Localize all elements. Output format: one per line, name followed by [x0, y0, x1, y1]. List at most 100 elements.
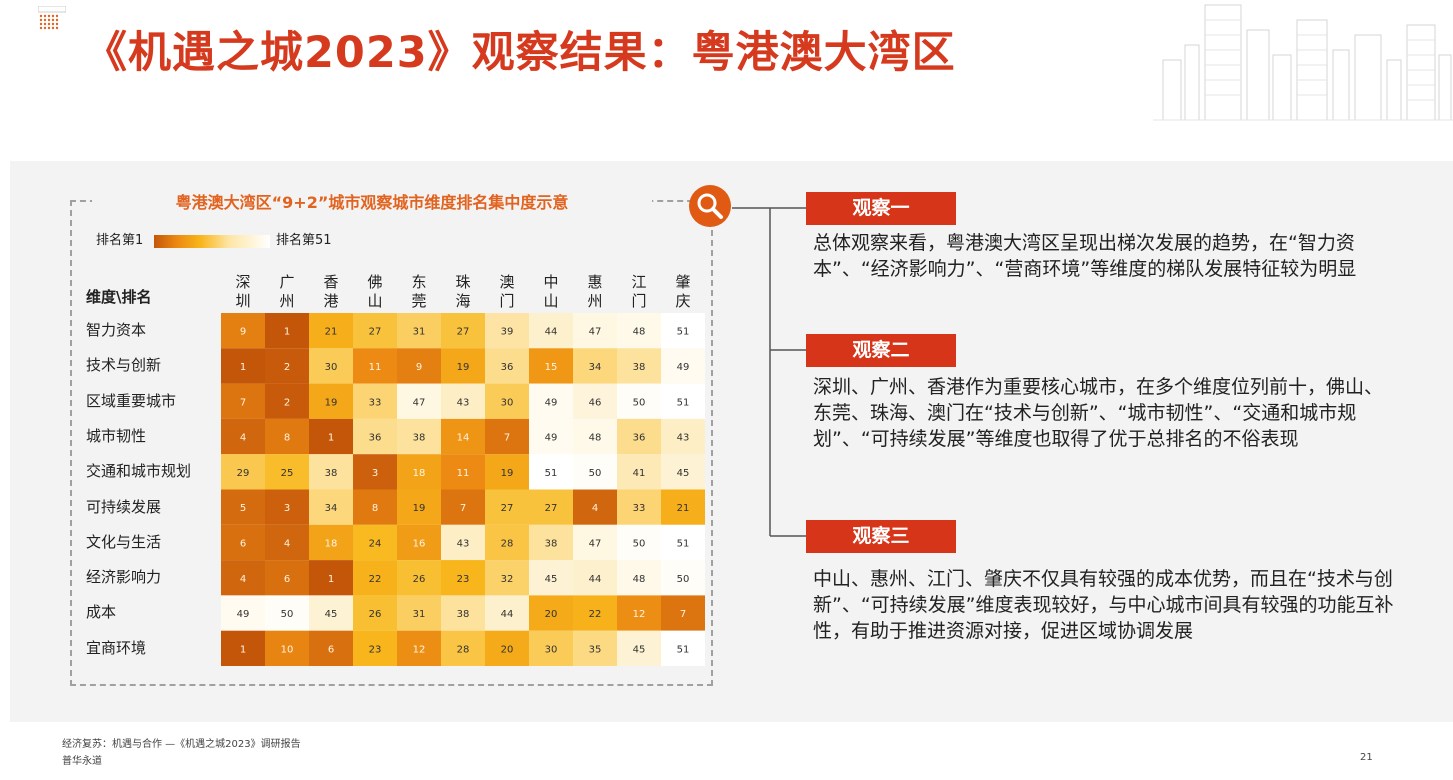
- heatmap-cell: [441, 524, 485, 561]
- heatmap-cell-value: 48: [633, 327, 646, 338]
- heatmap-cell: [221, 630, 265, 666]
- heatmap-cell: [353, 560, 397, 596]
- heatmap-cell-value: 9: [240, 327, 246, 338]
- heatmap-cell: [221, 454, 265, 490]
- heatmap-cell: [309, 560, 353, 596]
- heatmap-cell-value: 18: [413, 468, 426, 479]
- heatmap-cell: [617, 418, 661, 455]
- heatmap-cell-value: 49: [677, 362, 690, 373]
- heatmap-cell: [529, 595, 573, 631]
- heatmap-cell: [573, 383, 617, 419]
- observation-1-tab: 观察一: [806, 192, 956, 225]
- heatmap-cell: [485, 313, 529, 349]
- heatmap-cell-value: 36: [633, 433, 646, 444]
- column-header: 深圳: [235, 273, 251, 310]
- heatmap-cell: [617, 595, 661, 631]
- heatmap-cell-value: 2: [284, 397, 290, 408]
- heatmap-cell: [221, 524, 265, 561]
- heatmap-cell-value: 49: [237, 609, 250, 620]
- heatmap-cell: [353, 313, 397, 349]
- heatmap-cell-value: 1: [328, 433, 334, 444]
- heatmap-cell: [353, 595, 397, 631]
- heatmap-cell: [221, 313, 265, 349]
- heatmap-cell: [397, 418, 441, 455]
- page-title: 《机遇之城2023》观察结果：粤港澳大湾区: [84, 28, 956, 78]
- heatmap-cell-value: 10: [281, 644, 294, 655]
- column-header: 澳门: [499, 273, 515, 310]
- observation-3-text: 中山、惠州、江门、肇庆不仅具有较强的成本优势，而且在“技术与创新”、“可持续发展…: [813, 568, 1394, 642]
- heatmap-cell: [397, 489, 441, 525]
- heatmap-cell-value: 44: [501, 609, 514, 620]
- heatmap-cell-value: 47: [589, 327, 602, 338]
- heatmap-cell-value: 44: [589, 574, 602, 585]
- heatmap-cell: [573, 524, 617, 561]
- heatmap-cell-value: 36: [501, 362, 514, 373]
- heatmap-cell-value: 38: [413, 433, 426, 444]
- heatmap-cell-value: 51: [545, 468, 558, 479]
- heatmap-cell: [221, 348, 265, 384]
- heatmap-cell: [397, 348, 441, 384]
- heatmap-cell: [221, 383, 265, 419]
- heatmap-cell-value: 25: [281, 468, 294, 479]
- heatmap-cell-value: 27: [369, 327, 382, 338]
- heatmap-cell: [529, 454, 573, 490]
- heatmap-cell: [221, 489, 265, 525]
- heatmap-cell-value: 38: [545, 538, 558, 549]
- heatmap-cell-value: 26: [413, 574, 426, 585]
- heatmap-cell-value: 26: [369, 609, 382, 620]
- heatmap-cell: [397, 454, 441, 490]
- heatmap-cell: [441, 418, 485, 455]
- heatmap-cell-value: 46: [589, 397, 602, 408]
- page-number: 21: [1360, 752, 1373, 763]
- heatmap-cell: [573, 489, 617, 525]
- heatmap-cell: [485, 524, 529, 561]
- heatmap-cell: [397, 313, 441, 349]
- heatmap-cell-value: 51: [677, 644, 690, 655]
- heatmap-cell: [529, 383, 573, 419]
- heatmap-grid: 9 1 21 27 31 27 39 44 47 48 511 2 30 11 9 19 36 15 34 38 497…: [221, 313, 705, 666]
- dot-grid-logo: [38, 6, 66, 30]
- heatmap-cell: [397, 595, 441, 631]
- heatmap-cell: [221, 595, 265, 631]
- heatmap-cell-value: 50: [677, 574, 690, 585]
- row-label: 经济影响力: [86, 568, 162, 587]
- heatmap-cell: [309, 489, 353, 525]
- observation-2-tab: 观察二: [806, 334, 956, 367]
- heatmap-cell-value: 38: [457, 609, 470, 620]
- heatmap-cell-value: 36: [369, 433, 382, 444]
- heatmap-cell: [265, 560, 309, 596]
- heatmap-cell-value: 32: [501, 574, 514, 585]
- heatmap-cell-value: 33: [369, 397, 382, 408]
- heatmap-cell: [309, 348, 353, 384]
- heatmap-cell-value: 45: [545, 574, 558, 585]
- heatmap-cell-value: 1: [328, 574, 334, 585]
- heatmap-cell-value: 30: [501, 397, 514, 408]
- heatmap-cell-value: 50: [633, 397, 646, 408]
- heatmap-cell-value: 12: [633, 609, 646, 620]
- column-header: 江门: [631, 273, 647, 310]
- heatmap-cell-value: 51: [677, 538, 690, 549]
- heatmap-cell-value: 19: [325, 397, 338, 408]
- heatmap-cell-value: 1: [240, 644, 246, 655]
- heatmap-cell-value: 41: [633, 468, 646, 479]
- heatmap-cell-value: 14: [457, 433, 470, 444]
- heatmap-cell-value: 48: [633, 574, 646, 585]
- heatmap-cell-value: 51: [677, 397, 690, 408]
- heatmap-cell: [529, 524, 573, 561]
- heatmap-cell-value: 29: [237, 468, 250, 479]
- heatmap-cell: [309, 524, 353, 561]
- row-label: 文化与生活: [86, 532, 162, 551]
- heatmap-cell-value: 28: [501, 538, 514, 549]
- heatmap-cell-value: 23: [369, 644, 382, 655]
- heatmap-cell-value: 34: [589, 362, 602, 373]
- heatmap-cell-value: 7: [680, 609, 686, 620]
- column-header: 广州: [279, 273, 295, 310]
- heatmap-cell-value: 24: [369, 538, 382, 549]
- heatmap-cell-value: 8: [284, 433, 290, 444]
- heatmap-cell-value: 6: [240, 538, 246, 549]
- heatmap-cell: [529, 348, 573, 384]
- heatmap-cell: [573, 560, 617, 596]
- heatmap-cell-value: 43: [457, 397, 470, 408]
- heatmap-cell: [573, 313, 617, 349]
- heatmap-cell: [485, 560, 529, 596]
